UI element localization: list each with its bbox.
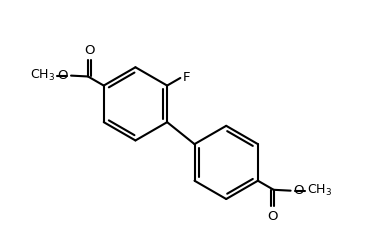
Text: O: O [84,44,95,57]
Text: O: O [294,184,304,197]
Text: O: O [58,69,68,82]
Text: F: F [182,71,190,84]
Text: O: O [267,210,277,223]
Text: CH$_3$: CH$_3$ [307,183,332,198]
Text: CH$_3$: CH$_3$ [30,68,55,83]
